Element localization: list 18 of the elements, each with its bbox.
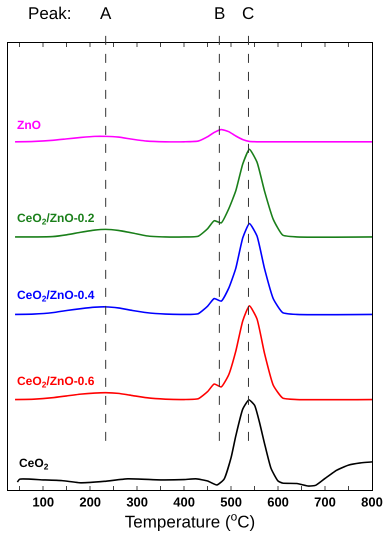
- series-label: CeO$_{2}$/ZnO-0.4: [17, 288, 95, 304]
- x-tick-label: 200: [79, 494, 102, 510]
- series-label: CeO$_{2}$/ZnO-0.2: [17, 211, 95, 227]
- ref-line-label: B: [214, 4, 226, 23]
- series-label: ZnO: [17, 118, 41, 132]
- x-tick-label: 500: [220, 494, 242, 510]
- ref-line-label: C: [242, 4, 254, 23]
- text: Peak:: [28, 4, 72, 23]
- x-tick-label: 300: [126, 494, 148, 510]
- x-tick-label: 700: [314, 494, 336, 510]
- ref-line-label: A: [100, 4, 112, 23]
- x-tick-label: 600: [267, 494, 289, 510]
- x-tick-label: 400: [173, 494, 195, 510]
- x-tick-label: 800: [361, 494, 383, 510]
- x-axis-title: Temperature ($^{o}$C): [124, 510, 256, 532]
- x-tick-label: 100: [32, 494, 54, 510]
- series-label: CeO$_{2}$/ZnO-0.6: [17, 374, 95, 390]
- series-label: CeO$_{2}$: [19, 456, 49, 472]
